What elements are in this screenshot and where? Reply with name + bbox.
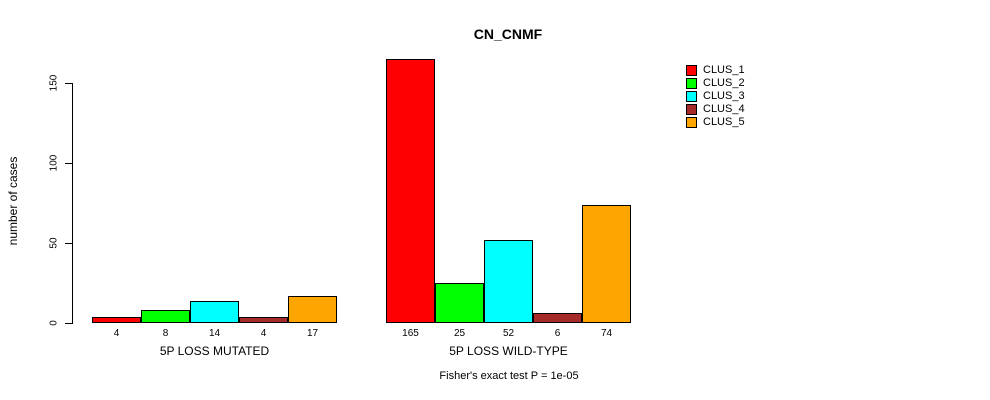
bar-value-label: 25	[453, 328, 466, 339]
y-tick-label: 0	[48, 320, 60, 326]
legend-item-clus_1: CLUS_1	[686, 64, 745, 77]
legend-item-clus_3: CLUS_3	[686, 90, 745, 103]
y-tick-label: 150	[48, 74, 60, 92]
legend-label: CLUS_5	[703, 116, 745, 128]
bar-clus_1-2	[386, 59, 435, 323]
bar-clus_4-2	[533, 313, 582, 323]
bar-value-label: 8	[162, 328, 169, 339]
y-tick-mark	[65, 242, 72, 244]
y-tick-mark	[65, 82, 72, 84]
bar-clus_5-1	[288, 296, 337, 323]
bar-clus_4-1	[239, 317, 288, 323]
legend-item-clus_2: CLUS_2	[686, 77, 745, 90]
legend-swatch-icon	[686, 65, 697, 76]
y-axis-label: number of cases	[6, 156, 20, 246]
legend-label: CLUS_3	[703, 90, 745, 102]
legend-swatch-icon	[686, 104, 697, 115]
bar-value-label: 4	[260, 328, 267, 339]
bar-clus_2-1	[141, 310, 190, 323]
bar-value-label: 4	[113, 328, 120, 339]
bar-clus_1-1	[92, 317, 141, 323]
y-tick-mark	[65, 322, 72, 324]
bar-clus_5-2	[582, 205, 631, 323]
bar-clus_3-1	[190, 301, 239, 323]
y-axis-line	[72, 83, 73, 324]
legend-label: CLUS_2	[703, 77, 745, 89]
chart-title: CN_CNMF	[473, 26, 543, 42]
y-tick-label: 50	[48, 237, 60, 249]
legend-swatch-icon	[686, 91, 697, 102]
y-tick-mark	[65, 162, 72, 164]
legend-item-clus_5: CLUS_5	[686, 116, 745, 129]
group-label-1: 5P LOSS MUTATED	[159, 344, 270, 358]
bar-value-label: 165	[402, 328, 419, 339]
bar-clus_3-2	[484, 240, 533, 323]
bar-value-label: 14	[208, 328, 221, 339]
legend-label: CLUS_1	[703, 64, 745, 76]
legend-label: CLUS_4	[703, 103, 745, 115]
bar-value-label: 74	[600, 328, 613, 339]
bar-clus_2-2	[435, 283, 484, 323]
fisher-test-annotation: Fisher's exact test P = 1e-05	[439, 370, 579, 382]
y-tick-label: 100	[48, 154, 60, 172]
group-label-2: 5P LOSS WILD-TYPE	[449, 344, 568, 358]
legend-item-clus_4: CLUS_4	[686, 103, 745, 116]
bar-value-label: 17	[306, 328, 319, 339]
bar-value-label: 6	[554, 328, 561, 339]
bar-value-label: 52	[502, 328, 515, 339]
legend-swatch-icon	[686, 117, 697, 128]
legend-swatch-icon	[686, 78, 697, 89]
